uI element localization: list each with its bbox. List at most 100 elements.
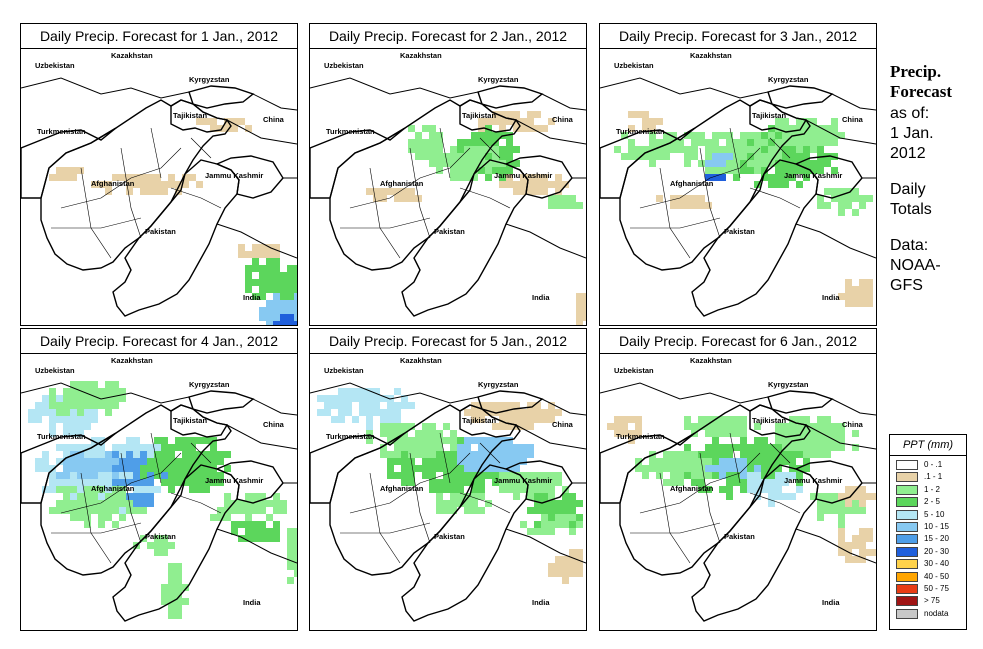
precip-cell — [394, 444, 401, 451]
precip-map: Uzbekistan Kazakhstan Kyrgyzstan Tajikistan… — [310, 48, 586, 325]
legend-label: 1 - 2 — [924, 484, 941, 494]
precip-cell — [866, 549, 873, 556]
precip-cell — [583, 307, 586, 314]
precip-cell — [84, 521, 91, 528]
precip-cell — [266, 528, 273, 535]
precip-cell — [84, 472, 91, 479]
precip-cell — [845, 556, 852, 563]
precip-cell — [705, 451, 712, 458]
precip-cell — [49, 472, 56, 479]
precip-cell — [457, 153, 464, 160]
precip-cell — [838, 549, 845, 556]
precip-cell — [273, 251, 280, 258]
map-label-kyrgyzstan: Kyrgyzstan — [768, 380, 809, 389]
precip-cell — [471, 174, 478, 181]
precip-cell — [119, 388, 126, 395]
precip-cell — [436, 500, 443, 507]
precip-cell — [520, 423, 527, 430]
precip-cell — [217, 479, 224, 486]
precip-cell — [401, 458, 408, 465]
legend-swatch — [896, 484, 918, 495]
precip-cell — [429, 479, 436, 486]
precip-cell — [576, 321, 583, 325]
precip-cell — [845, 195, 852, 202]
precip-cell — [154, 472, 161, 479]
data-source-line2: NOAA- — [890, 257, 941, 274]
precip-cell — [656, 139, 663, 146]
precip-cell — [649, 118, 656, 125]
precip-cell — [656, 458, 663, 465]
precip-cell — [796, 437, 803, 444]
legend-label: 10 - 15 — [924, 521, 949, 531]
precip-cell — [331, 402, 338, 409]
precip-cell — [768, 451, 775, 458]
precip-cell — [506, 160, 513, 167]
precip-cell — [175, 444, 182, 451]
precip-cell — [859, 542, 866, 549]
precip-cell — [273, 493, 280, 500]
precip-cell — [252, 493, 259, 500]
precip-cell — [63, 409, 70, 416]
precip-cell — [280, 314, 287, 321]
precip-cell — [670, 465, 677, 472]
precip-cell — [91, 181, 98, 188]
precip-cell — [338, 388, 345, 395]
precip-cell — [126, 174, 133, 181]
precip-cell — [684, 132, 691, 139]
precip-cell — [387, 423, 394, 430]
asof-date-line2: 2012 — [890, 145, 926, 162]
precip-cell — [663, 465, 670, 472]
precip-cell — [373, 402, 380, 409]
precip-cell — [77, 409, 84, 416]
precip-cell — [492, 451, 499, 458]
precip-cell — [77, 493, 84, 500]
precip-cell — [429, 486, 436, 493]
precip-cell — [810, 125, 817, 132]
precip-cell — [541, 500, 548, 507]
precip-cell — [747, 146, 754, 153]
precip-cell — [394, 402, 401, 409]
precip-cell — [464, 451, 471, 458]
precip-cell — [359, 409, 366, 416]
map-label-turkmenistan: Turkmenistan — [616, 127, 665, 136]
precip-cell — [168, 612, 175, 619]
precip-cell — [147, 458, 154, 465]
precip-cell — [831, 153, 838, 160]
precip-cell — [520, 125, 527, 132]
precip-cell — [105, 514, 112, 521]
side-info: Precip. Forecast as of: 1 Jan. 2012 Dail… — [890, 62, 980, 296]
precip-cell — [147, 493, 154, 500]
country-borders — [21, 382, 297, 622]
precip-cell — [245, 507, 252, 514]
precip-cell — [838, 437, 845, 444]
precip-layer — [366, 111, 586, 325]
legend-label: 20 - 30 — [924, 546, 949, 556]
precip-cell — [401, 437, 408, 444]
precip-cell — [796, 132, 803, 139]
precip-cell — [147, 465, 154, 472]
precip-cell — [168, 174, 175, 181]
precip-cell — [817, 423, 824, 430]
precip-cell — [838, 444, 845, 451]
precip-cell — [649, 132, 656, 139]
precip-cell — [359, 395, 366, 402]
precip-cell — [562, 514, 569, 521]
precip-cell — [471, 507, 478, 514]
precip-cell — [429, 132, 436, 139]
precip-cell — [112, 444, 119, 451]
map-label-tajikistan: Tajikistan — [173, 111, 207, 120]
precip-cell — [42, 465, 49, 472]
precip-cell — [161, 535, 168, 542]
precip-cell — [415, 132, 422, 139]
precip-cell — [534, 500, 541, 507]
precip-cell — [740, 451, 747, 458]
precip-cell — [534, 493, 541, 500]
precip-cell — [259, 535, 266, 542]
precip-cell — [485, 451, 492, 458]
precip-cell — [259, 286, 266, 293]
legend-item: > 75 — [890, 595, 966, 607]
precip-cell — [464, 472, 471, 479]
precip-cell — [555, 563, 562, 570]
precip-cell — [789, 146, 796, 153]
precip-cell — [705, 160, 712, 167]
